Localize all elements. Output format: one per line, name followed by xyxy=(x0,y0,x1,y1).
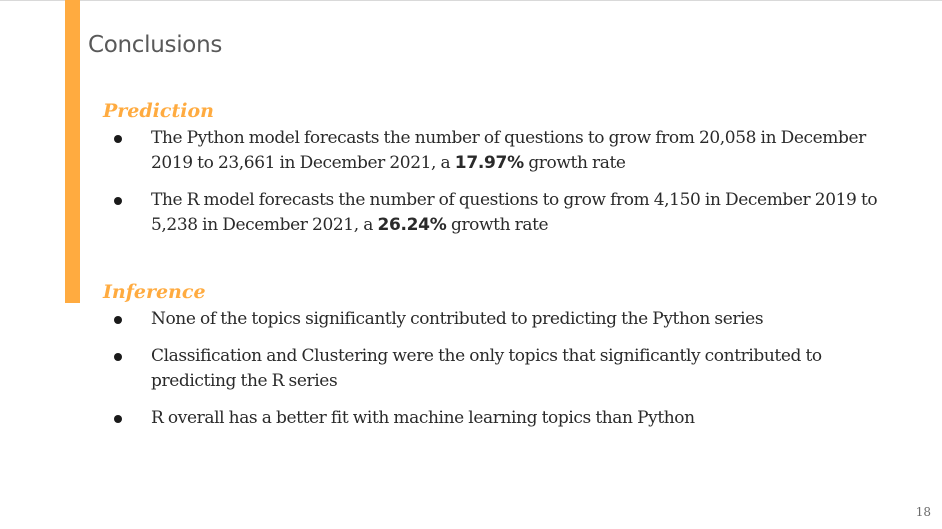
item-text: The R model forecasts the number of ques… xyxy=(151,190,878,235)
item-text-suffix: growth rate xyxy=(446,215,549,235)
inference-heading: Inference xyxy=(103,281,206,303)
prediction-list: The Python model forecasts the number of… xyxy=(114,126,904,250)
item-text: The Python model forecasts the number of… xyxy=(151,128,866,173)
slide-top-border xyxy=(0,0,942,1)
list-item: The Python model forecasts the number of… xyxy=(114,126,904,176)
list-item: None of the topics significantly contrib… xyxy=(114,307,904,332)
item-text-suffix: growth rate xyxy=(523,153,626,173)
list-item: The R model forecasts the number of ques… xyxy=(114,188,904,238)
inference-list: None of the topics significantly contrib… xyxy=(114,307,904,443)
bullet-dot-icon xyxy=(114,415,122,423)
prediction-heading: Prediction xyxy=(103,100,214,122)
slide-title: Conclusions xyxy=(88,32,223,58)
item-text: R overall has a better fit with machine … xyxy=(151,408,695,428)
growth-rate-value: 17.97% xyxy=(454,153,524,173)
bullet-dot-icon xyxy=(114,197,122,205)
bullet-dot-icon xyxy=(114,316,122,324)
accent-bar xyxy=(65,0,80,303)
bullet-dot-icon xyxy=(114,135,122,143)
bullet-dot-icon xyxy=(114,353,122,361)
growth-rate-value: 26.24% xyxy=(377,215,447,235)
list-item: Classification and Clustering were the o… xyxy=(114,344,904,394)
item-text: None of the topics significantly contrib… xyxy=(151,309,764,329)
item-text: Classification and Clustering were the o… xyxy=(151,346,822,391)
page-number: 18 xyxy=(915,505,931,519)
list-item: R overall has a better fit with machine … xyxy=(114,406,904,431)
